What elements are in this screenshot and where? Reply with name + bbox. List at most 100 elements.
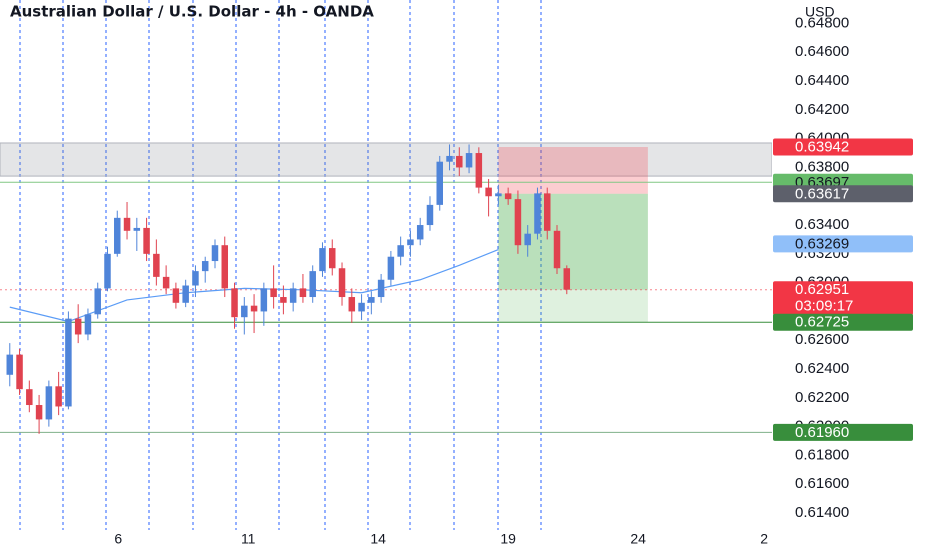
candle-body: [182, 285, 189, 303]
realized-area: [498, 193, 648, 290]
candle-body: [475, 153, 483, 188]
candle-body: [299, 288, 307, 298]
x-tick-label: 19: [500, 531, 516, 547]
candle-body: [495, 193, 502, 197]
resistance-zone: [0, 142, 773, 177]
candle-body: [114, 217, 121, 254]
candle-body: [280, 297, 287, 303]
candle-body: [35, 405, 43, 420]
candle-body: [153, 253, 160, 277]
candle-body: [446, 155, 453, 162]
countdown-label: 03:09:17: [795, 298, 853, 315]
candle-body: [260, 288, 268, 312]
y-tick-label: 0.61400: [795, 504, 849, 521]
y-tick-label: 0.61800: [795, 446, 849, 463]
candle-body: [201, 261, 209, 272]
candle-body: [211, 245, 219, 262]
x-tick-label: 6: [114, 531, 122, 547]
y-tick-label: 0.62600: [795, 331, 849, 348]
candle-body: [309, 271, 316, 298]
stop-area: [498, 147, 648, 194]
price-label-box: [773, 235, 913, 253]
candle-body: [270, 288, 277, 298]
candle-body: [436, 161, 443, 205]
candle-body: [465, 153, 473, 168]
y-tick-label: 0.63400: [795, 216, 849, 233]
y-tick-label: 0.62400: [795, 360, 849, 377]
candle-body: [387, 256, 395, 280]
candle-body: [192, 271, 199, 286]
price-label: 0.61960: [795, 424, 849, 441]
candle-body: [416, 225, 424, 240]
candle-body: [368, 297, 375, 303]
candle-body: [289, 288, 297, 303]
background-layer: [0, 0, 773, 530]
price-label-box: [773, 423, 913, 441]
candle-body: [104, 253, 111, 289]
candle-body: [329, 248, 336, 269]
candle-body: [26, 389, 33, 406]
x-tick-label: 11: [241, 531, 256, 547]
profit-area: [498, 193, 648, 323]
candle-body: [250, 305, 258, 312]
plot-layer: [6, 144, 571, 434]
price-label-box: [773, 281, 913, 316]
candle-body: [397, 245, 404, 257]
x-tick-label: 24: [630, 531, 646, 547]
candle-body: [231, 288, 238, 318]
y-tick-label: 0.62200: [795, 389, 849, 406]
y-tick-label: 0.64200: [795, 101, 849, 118]
candle-body: [377, 279, 385, 298]
candle-body: [485, 187, 492, 197]
candle-body: [84, 314, 92, 335]
candle-body: [358, 302, 365, 312]
price-label: 0.63617: [795, 185, 849, 202]
candle-body: [348, 297, 356, 312]
candle-body: [133, 227, 141, 231]
y-tick-label: 0.64400: [795, 72, 849, 89]
candle-body: [524, 233, 531, 246]
candle-body: [534, 193, 541, 234]
candle-body: [504, 193, 512, 200]
currency-label: USD: [805, 4, 835, 20]
candle-body: [241, 305, 248, 318]
price-label: 0.63269: [795, 235, 849, 252]
candle-body: [319, 248, 326, 272]
candle-body: [456, 155, 463, 168]
candle-body: [543, 193, 551, 231]
candle-body: [74, 318, 82, 335]
price-axis-bg: [772, 0, 932, 550]
candle-body: [6, 354, 14, 375]
candle-body: [514, 199, 522, 246]
candle-body: [407, 239, 414, 246]
y-tick-label: 0.63800: [795, 158, 849, 175]
candle-body: [221, 245, 229, 289]
price-label: 0.62725: [795, 314, 849, 331]
price-label-box: [773, 138, 913, 156]
candle-body: [65, 318, 72, 407]
x-tick-label: 2: [760, 531, 768, 547]
candle-body: [338, 268, 346, 298]
candle-body: [426, 204, 434, 226]
candle-body: [162, 276, 170, 289]
candle-body: [172, 288, 180, 303]
candle-body: [143, 227, 150, 254]
chart-title: Australian Dollar / U.S. Dollar - 4h - O…: [10, 3, 374, 21]
candle-body: [16, 354, 23, 390]
price-label-box: [773, 185, 913, 203]
price-label: 0.63942: [795, 138, 849, 155]
price-label: 0.62951: [795, 281, 849, 298]
y-tick-label: 0.64800: [795, 14, 849, 31]
candle-body: [94, 288, 101, 315]
x-tick-label: 14: [370, 531, 386, 547]
candle-body: [123, 217, 131, 231]
price-label-box: [773, 313, 913, 331]
candle-body: [45, 386, 53, 420]
y-tick-label: 0.64600: [795, 43, 849, 60]
candle-body: [553, 230, 561, 269]
axis-layer: 0.614000.616000.618000.620000.622000.624…: [772, 0, 932, 550]
candle-body: [563, 268, 571, 290]
y-tick-label: 0.61600: [795, 475, 849, 492]
